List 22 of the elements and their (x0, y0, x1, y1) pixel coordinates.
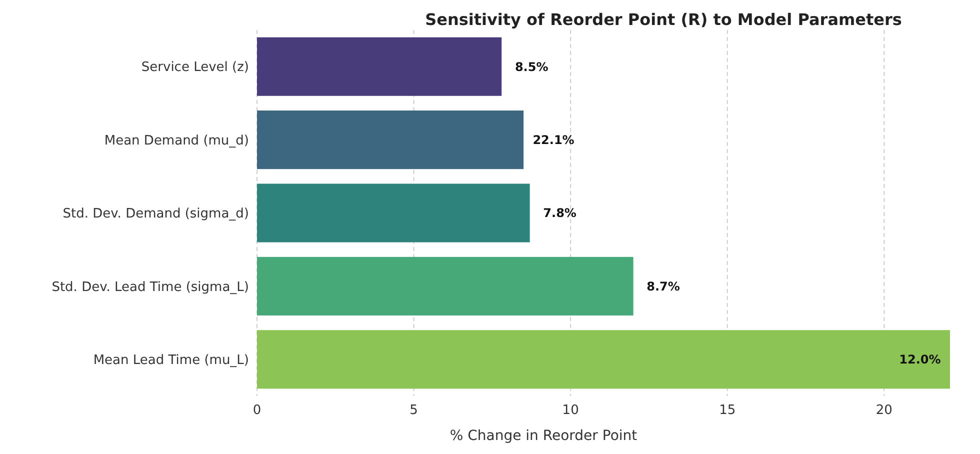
bar (257, 330, 950, 389)
annotation: 22.1% (532, 133, 574, 147)
x-tick-label: 10 (562, 403, 579, 418)
chart-title: Sensitivity of Reorder Point (R) to Model Parameters (425, 10, 902, 29)
bar (257, 110, 524, 170)
y-tick-label: Std. Dev. Demand (sigma_d) (62, 206, 249, 222)
y-tick-label: Service Level (z) (141, 60, 249, 76)
y-tick-label: Std. Dev. Lead Time (sigma_L) (52, 280, 249, 295)
x-tick-label: 15 (719, 403, 736, 418)
annotation: 12.0% (899, 352, 941, 367)
y-tick-label: Mean Demand (mu_d) (104, 133, 249, 148)
x-tick-label: 0 (252, 403, 262, 418)
bar (257, 37, 502, 96)
x-axis-title: % Change in Reorder Point (450, 428, 638, 444)
bar (257, 184, 530, 242)
x-tick-label: 5 (410, 403, 418, 418)
y-tick-label: Mean Lead Time (mu_L) (93, 352, 249, 368)
annotation: 7.8% (543, 206, 576, 220)
annotation: 8.7% (646, 279, 680, 294)
annotation: 8.5% (514, 60, 548, 74)
x-tick-label: 20 (876, 403, 892, 418)
bar (257, 256, 634, 316)
